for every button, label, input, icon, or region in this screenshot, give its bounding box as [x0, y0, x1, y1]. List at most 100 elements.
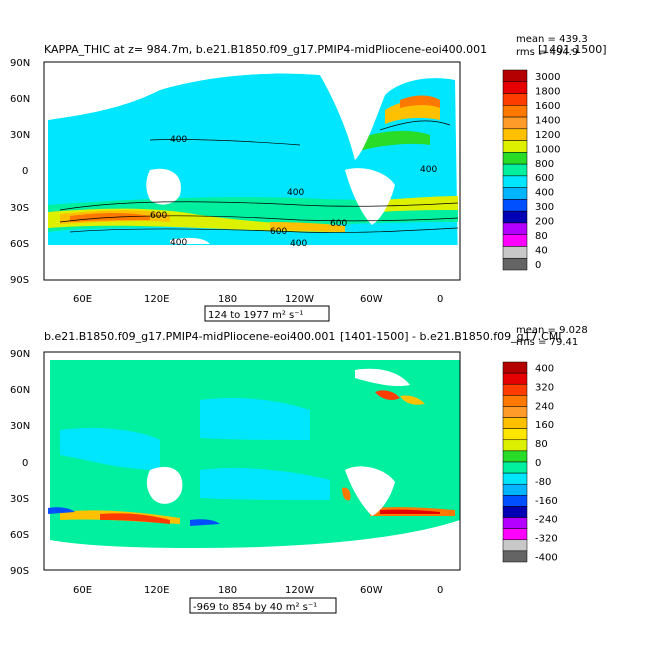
- lat-label: 30N: [10, 421, 30, 432]
- colorbar-label: 1000: [535, 144, 560, 155]
- panel-1-colorbar: 3000180016001400120010008006004003002008…: [502, 69, 560, 271]
- colorbar-label: 400: [535, 188, 554, 199]
- lon-label: 120E: [144, 294, 169, 305]
- colorbar-swatch: [502, 417, 528, 429]
- ocean-field: [50, 360, 460, 548]
- colorbar-swatch: [502, 128, 528, 141]
- contour-label: 400: [170, 135, 187, 145]
- colorbar-label: 300: [535, 202, 554, 213]
- lon-label: 180: [218, 585, 237, 596]
- colorbar-label: 80: [535, 231, 548, 242]
- panel-1-title-period: [1401-1500]: [538, 43, 607, 56]
- colorbar-swatch: [502, 439, 528, 452]
- colorbar-label: -160: [535, 496, 558, 507]
- panel-1-range-box: [204, 305, 330, 322]
- colorbar-swatch: [502, 234, 528, 247]
- lat-label: 90N: [10, 349, 30, 360]
- colorbar-label: 0: [535, 458, 541, 469]
- lon-label: 60W: [360, 294, 383, 305]
- colorbar-swatch: [502, 550, 528, 563]
- colorbar-label: -400: [535, 552, 558, 563]
- colorbar-swatch: [502, 175, 528, 188]
- land-mask: [48, 352, 460, 360]
- lon-label: 180: [218, 294, 237, 305]
- colorbar-swatch: [502, 483, 528, 496]
- colorbar-label: 400: [535, 364, 554, 375]
- colorbar-swatch: [502, 539, 528, 552]
- panel-1-range-text: 124 to 1977 m² s⁻¹: [208, 310, 304, 321]
- lat-label: 0: [22, 458, 28, 469]
- colorbar-swatch: [502, 372, 528, 385]
- lon-label: 0: [437, 585, 443, 596]
- colorbar-label: 800: [535, 159, 554, 170]
- panel-2-frame: [43, 351, 461, 571]
- colorbar-swatch: [502, 461, 528, 474]
- panel-2-title: b.e21.B1850.f09_g17.PMIP4-midPliocene-eo…: [44, 330, 335, 343]
- lon-label: 60E: [73, 585, 92, 596]
- panel-1-mean: mean = 439.3: [516, 34, 588, 45]
- colorbar-swatch: [502, 472, 528, 485]
- colorbar-label: 40: [535, 246, 548, 257]
- colorbar-label: -320: [535, 534, 558, 545]
- colorbar-label: 80: [535, 439, 548, 450]
- colorbar-swatch: [502, 140, 528, 153]
- panel-2-colorbar: 400 320 240 160 80 0 -80 -160 -240 -320 -400: [502, 361, 558, 563]
- land-mask: [48, 62, 458, 160]
- panel-2-mean: mean = 9.028: [516, 325, 588, 336]
- lat-label: 90S: [10, 566, 29, 577]
- colorbar-swatch: [502, 199, 528, 212]
- colorbar-label: 240: [535, 401, 554, 412]
- colorbar-swatch: [502, 81, 528, 94]
- lon-label: 60E: [73, 294, 92, 305]
- colorbar-swatch: [502, 152, 528, 165]
- colorbar-swatch: [502, 246, 528, 259]
- colorbar-swatch: [502, 517, 528, 529]
- colorbar-swatch: [502, 361, 528, 374]
- contour-label: 600: [150, 211, 167, 221]
- colorbar-label: 320: [535, 382, 554, 393]
- panel-2-rms: rms = 79.41: [516, 337, 578, 348]
- colorbar-label: -240: [535, 515, 558, 526]
- lat-label: 90S: [10, 275, 29, 286]
- lat-label: 60N: [10, 94, 30, 105]
- contour-label: 400: [290, 239, 307, 249]
- lat-label: 60N: [10, 385, 30, 396]
- panel-1-title: KAPPA_THIC at z= 984.7m, b.e21.B1850.f09…: [44, 43, 487, 56]
- colorbar-swatch: [502, 450, 528, 463]
- contour-label: 400: [420, 165, 437, 175]
- colorbar-swatch: [502, 406, 528, 418]
- lon-label: 60W: [360, 585, 383, 596]
- lat-label: 30S: [10, 203, 29, 214]
- colorbar-label: 600: [535, 173, 554, 184]
- colorbar-swatch: [502, 116, 528, 130]
- colorbar-label: 1400: [535, 115, 560, 126]
- lat-label: 60S: [10, 239, 29, 250]
- colorbar-label: 200: [535, 217, 554, 228]
- colorbar-swatch: [502, 163, 528, 177]
- colorbar-swatch: [502, 105, 528, 118]
- colorbar-swatch: [502, 93, 528, 106]
- colorbar-label: 1200: [535, 130, 560, 141]
- panel-1-rms: rms = 494.9: [516, 47, 578, 58]
- contour-label: 400: [170, 238, 187, 248]
- colorbar-swatch: [502, 222, 528, 235]
- lat-label: 30N: [10, 130, 30, 141]
- panel-2-range-text: -969 to 854 by 40 m² s⁻¹: [193, 602, 317, 613]
- colorbar-label: -80: [535, 477, 551, 488]
- lon-label: 0: [437, 294, 443, 305]
- panel-1-frame: [43, 61, 461, 281]
- colorbar-swatch: [502, 428, 528, 441]
- panel-1-map: 400 400 600 600 600 400 400 400: [43, 61, 461, 281]
- colorbar-swatch: [502, 69, 528, 83]
- lon-label: 120W: [285, 585, 314, 596]
- contour-label: 400: [287, 188, 304, 198]
- panel-1: KAPPA_THIC at z= 984.7m, b.e21.B1850.f09…: [10, 34, 607, 322]
- lat-label: 0: [22, 166, 28, 177]
- lat-label: 30S: [10, 494, 29, 505]
- lat-label: 90N: [10, 58, 30, 69]
- colorbar-swatch: [502, 210, 528, 224]
- colorbar-swatch: [502, 383, 528, 396]
- contour-label: 600: [330, 219, 347, 229]
- colorbar-label: 160: [535, 420, 554, 431]
